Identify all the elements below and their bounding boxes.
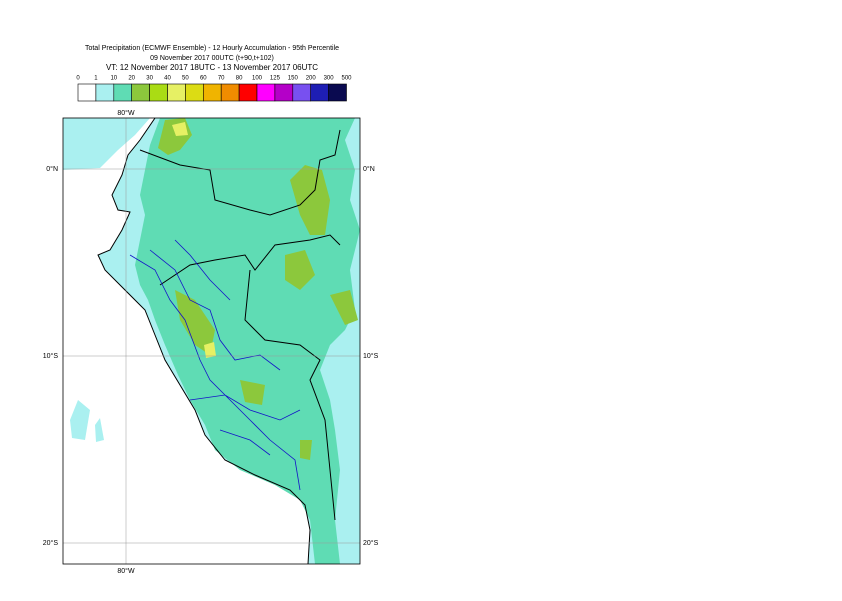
legend-label: 1 — [94, 76, 98, 82]
legend-label: 40 — [164, 76, 171, 82]
legend-swatch — [95, 83, 115, 102]
legend-swatch — [131, 83, 150, 102]
legend-label: 0 — [76, 76, 80, 82]
legend-label: 30 — [146, 76, 153, 82]
ocean-patch — [70, 400, 104, 442]
lon-label: 80°W — [117, 567, 135, 575]
legend-label: 300 — [324, 76, 335, 82]
legend-label: 10 — [110, 76, 117, 82]
legend-swatch — [203, 83, 222, 102]
legend-label: 50 — [182, 76, 189, 82]
lon-label: 80°W — [117, 109, 135, 117]
legend-label: 150 — [288, 76, 299, 82]
legend-swatch — [149, 83, 168, 102]
legend-swatch — [292, 83, 311, 102]
legend-label: 100 — [252, 76, 263, 82]
legend-label: 500 — [341, 76, 352, 82]
dry-ocean — [63, 118, 310, 564]
legend-swatch — [274, 83, 294, 102]
legend-swatch — [220, 83, 240, 102]
map-frame — [62, 117, 361, 565]
legend-label: 200 — [306, 76, 317, 82]
legend-swatch — [167, 83, 186, 102]
legend-swatch — [310, 83, 329, 102]
country-border — [139, 129, 341, 521]
title: Total Precipitation (ECMWF Ensemble) - 1… — [85, 45, 339, 52]
lat-label: 10°S — [363, 352, 379, 360]
valid-time: VT: 12 November 2017 18UTC - 13 November… — [106, 63, 318, 72]
legend-label: 125 — [270, 76, 281, 82]
map: 80°W 80°W 0°N 0°N 10°S 10°S 20°S 20°S — [43, 109, 379, 575]
legend: 0 1 10 20 30 40 50 60 70 80 100 125 150 200 300 500 — [76, 76, 352, 102]
region-border — [129, 239, 301, 491]
legend-label: 60 — [200, 76, 207, 82]
graticule — [63, 118, 360, 564]
legend-label: 70 — [218, 76, 225, 82]
lat-label: 0°N — [363, 165, 375, 173]
legend-label: 20 — [128, 76, 135, 82]
legend-swatch — [185, 83, 204, 102]
lat-label: 20°S — [363, 539, 379, 547]
legend-swatch — [256, 83, 276, 102]
legend-swatch — [77, 83, 97, 102]
lat-label: 20°S — [43, 539, 59, 547]
legend-swatch — [238, 83, 258, 102]
heavy-rain — [158, 118, 358, 460]
lat-label: 10°S — [43, 352, 59, 360]
legend-label: 80 — [236, 76, 243, 82]
legend-swatch — [328, 83, 347, 102]
coastline — [97, 118, 311, 564]
lat-label: 0°N — [46, 165, 58, 173]
legend-swatch — [113, 83, 133, 102]
subtitle: 09 November 2017 00UTC (t+90,t+102) — [150, 55, 274, 62]
